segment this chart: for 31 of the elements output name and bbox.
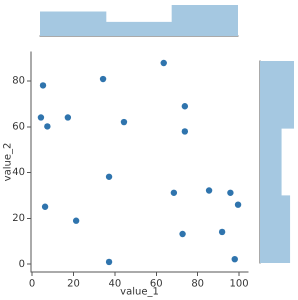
x-tick-label: 20: [67, 278, 80, 290]
point: [64, 114, 72, 121]
point: [42, 204, 48, 210]
point: [38, 114, 44, 121]
point: [182, 103, 188, 110]
point: [100, 76, 106, 82]
y-axis-title: value_2: [2, 142, 14, 182]
point: [44, 123, 51, 130]
y-tick-label: 80: [12, 76, 25, 87]
x-tick-label: 40: [108, 278, 122, 290]
point: [227, 190, 234, 196]
x-tick-label: 80: [191, 278, 204, 290]
point: [72, 218, 80, 224]
point: [179, 230, 186, 238]
point: [232, 256, 238, 262]
point: [182, 128, 188, 135]
y-tick-label: 20: [12, 213, 25, 224]
y-tick-label: 60: [12, 121, 25, 132]
point: [234, 201, 242, 208]
point: [40, 82, 46, 89]
x-tick-label: 100: [230, 278, 249, 290]
y-tick-label: 40: [12, 167, 25, 178]
y-tick-label: 0: [18, 258, 25, 270]
point: [206, 187, 212, 194]
point: [106, 258, 112, 266]
point: [170, 190, 178, 196]
point: [160, 60, 167, 66]
x-tick-label: 0: [28, 278, 36, 290]
point: [120, 118, 128, 126]
point: [218, 228, 226, 236]
point: [106, 174, 112, 180]
